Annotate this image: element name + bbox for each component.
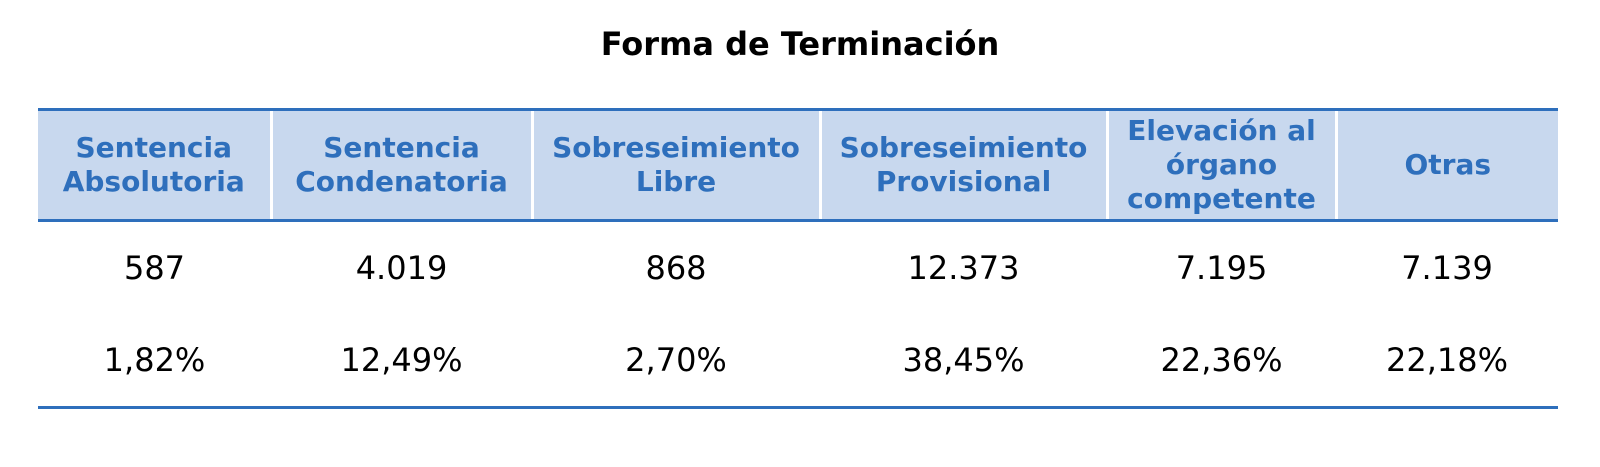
- percentage-cell: 38,45%: [820, 314, 1107, 409]
- percentage-cell: 22,18%: [1336, 314, 1558, 409]
- header-sobreseimiento-provisional: Sobreseimiento Provisional: [818, 108, 1107, 222]
- percentage-cell: 2,70%: [532, 314, 820, 409]
- count-cell: 7.139: [1401, 249, 1493, 287]
- header-elevacion-organo-competente: Elevación al órgano competente: [1105, 108, 1336, 222]
- table-row-counts: 587 4.019 868 12.373 7.195 7.139: [38, 221, 1558, 315]
- table-title: Forma de Terminación: [600, 25, 1000, 63]
- count-cell: 12.373: [907, 249, 1020, 287]
- header-otras: Otras: [1334, 108, 1558, 222]
- percentage-cell: 22,36%: [1107, 314, 1336, 409]
- count-cell: 7.195: [1175, 249, 1268, 287]
- count-cell: 4.019: [355, 249, 448, 287]
- count-cell: 587: [123, 249, 186, 287]
- header-row: Sentencia Absolutoria Sentencia Condenat…: [38, 108, 1558, 222]
- percentage-cell: 1,82%: [38, 314, 271, 409]
- table-row-percentages: 1,82% 12,49% 2,70% 38,45% 22,36% 22,18%: [38, 314, 1558, 409]
- termination-table: Sentencia Absolutoria Sentencia Condenat…: [38, 108, 1558, 409]
- percentage-cell: 12,49%: [271, 314, 532, 409]
- header-sentencia-condenatoria: Sentencia Condenatoria: [269, 108, 532, 222]
- header-sentencia-absolutoria: Sentencia Absolutoria: [38, 108, 271, 222]
- header-sobreseimiento-libre: Sobreseimiento Libre: [530, 108, 820, 222]
- count-cell: 868: [645, 249, 707, 287]
